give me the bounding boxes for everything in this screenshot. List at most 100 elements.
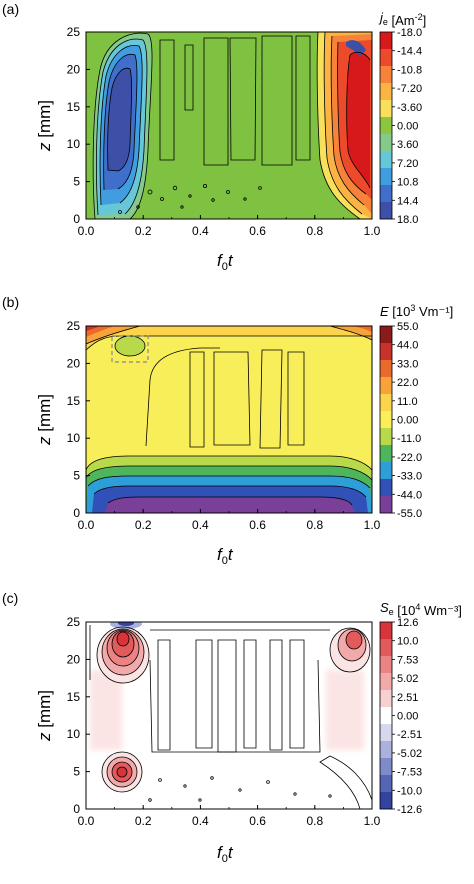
- colorbar-segment: [380, 377, 392, 395]
- colorbar-tick-label: 3.60: [397, 139, 418, 151]
- x-axis-label: f0t: [217, 843, 234, 865]
- colorbar-tick-label: 11.0: [397, 396, 418, 408]
- colorbar-tick-label: 5.02: [397, 673, 418, 685]
- colorbar-segment: [380, 66, 392, 84]
- colorbar-segment: [380, 741, 392, 759]
- x-tick-label: 0.6: [249, 518, 266, 532]
- panel-b-label: (b): [2, 294, 19, 310]
- colorbar-segment: [380, 117, 392, 135]
- colorbar-tick-label: -2.51: [397, 729, 422, 741]
- y-tick-label: 25: [67, 615, 81, 629]
- colorbar-tick-label: 33.0: [397, 358, 418, 370]
- y-tick-label: 20: [67, 356, 81, 370]
- x-tick-label: 0.4: [192, 224, 209, 238]
- panel-c-ur-level3: [346, 631, 362, 649]
- panel-b-axes: 0.0 0.2 0.4 0.6 0.8 1.0 0 5 10 15 20 25 f0t z [mm]: [35, 319, 381, 567]
- colorbar-segment: [380, 168, 392, 186]
- panel-c-ul-level5: [117, 632, 129, 646]
- panel-b-top-level4: [86, 326, 100, 331]
- x-tick-label: 0.2: [135, 224, 152, 238]
- x-tick-label: 0.0: [78, 224, 95, 238]
- colorbar-segment: [380, 792, 392, 810]
- colorbar-segment: [380, 134, 392, 152]
- colorbar-tick-label: 7.20: [397, 158, 418, 170]
- colorbar-segment: [380, 622, 392, 640]
- y-tick-label: 10: [67, 137, 81, 151]
- colorbar-tick-label: -44.0: [397, 489, 422, 501]
- colorbar-tick-label: -33.0: [397, 471, 422, 483]
- colorbar-tick-label: -7.20: [397, 83, 422, 95]
- y-tick-label: 25: [67, 319, 81, 333]
- colorbar-segment: [380, 428, 392, 446]
- colorbar-tick-label: -7.53: [397, 767, 422, 779]
- colorbar-tick-label: 55.0: [397, 321, 418, 333]
- colorbar-tick-label: -12.6: [397, 804, 422, 816]
- x-tick-label: 0.6: [249, 224, 266, 238]
- colorbar-tick-label: -5.02: [397, 748, 422, 760]
- panel-c-ul-neg-core: [118, 622, 134, 626]
- panel-b-top-right1: [330, 326, 372, 340]
- x-tick-label: 0.8: [306, 814, 323, 828]
- panel-c-noise: [148, 776, 332, 802]
- colorbar-tick-label: -18.0: [397, 27, 422, 39]
- colorbar-tick-label: -22.0: [397, 452, 422, 464]
- panel-b: (b): [2, 294, 453, 567]
- colorbar-tick-label: -14.4: [397, 46, 422, 58]
- x-tick-label: 0.0: [78, 518, 95, 532]
- x-axis-label: f0t: [217, 545, 234, 567]
- x-tick-label: 0.8: [306, 224, 323, 238]
- panel-a: (a): [2, 1, 426, 273]
- panel-a-level-pos5: [107, 68, 132, 171]
- panel-c-right-strip: [326, 670, 364, 750]
- y-tick-label: 5: [73, 765, 80, 779]
- y-tick-label: 5: [73, 175, 80, 189]
- y-tick-label: 0: [73, 212, 80, 226]
- colorbar-segment: [380, 690, 392, 708]
- colorbar-segment: [380, 326, 392, 344]
- colorbar-segment: [380, 360, 392, 378]
- x-tick-label: 0.8: [306, 518, 323, 532]
- colorbar-segment: [380, 343, 392, 361]
- x-axis-label: f0t: [217, 251, 234, 273]
- colorbar-tick-label: 14.4: [397, 195, 418, 207]
- colorbar-segment: [380, 83, 392, 101]
- panel-a-noise: [118, 183, 262, 214]
- y-tick-label: 20: [67, 652, 81, 666]
- panel-c-label: (c): [2, 590, 18, 606]
- colorbar-segment: [380, 775, 392, 793]
- colorbar-tick-label: 0.00: [397, 121, 418, 133]
- y-tick-label: 25: [67, 25, 81, 39]
- colorbar-tick-label: 44.0: [397, 340, 418, 352]
- colorbar-segment: [380, 479, 392, 497]
- y-tick-label: 0: [73, 506, 80, 520]
- panel-b-top-level1: [86, 326, 372, 350]
- colorbar-segment: [380, 151, 392, 169]
- colorbar-segment: [380, 656, 392, 674]
- y-axis-label: z [mm]: [35, 394, 54, 446]
- y-tick-label: 20: [67, 62, 81, 76]
- colorbar-segment: [380, 185, 392, 203]
- x-tick-label: 0.6: [249, 814, 266, 828]
- y-axis-label: z [mm]: [35, 100, 54, 152]
- y-tick-label: 10: [67, 431, 81, 445]
- colorbar-segment: [380, 673, 392, 691]
- y-tick-label: 15: [67, 394, 81, 408]
- colorbar-title: E [103 Vm⁻¹]: [380, 303, 453, 319]
- colorbar-segment: [380, 202, 392, 220]
- colorbar-segment: [380, 394, 392, 412]
- colorbar-segment: [380, 32, 392, 50]
- panel-b-top-right2: [352, 326, 372, 332]
- colorbar-tick-label: 7.53: [397, 654, 418, 666]
- x-tick-label: 0.0: [78, 814, 95, 828]
- panel-a-colorbar: -18.0 -14.4 -10.8 -7.20 -3.60 0.00 3.60 7.20 10.…: [378, 10, 426, 226]
- panel-a-axes: 0.0 0.2 0.4 0.6 0.8 1.0 0 5 10 15 20 25 f0t z [mm]: [35, 25, 381, 273]
- panel-b-plot-area: [86, 326, 372, 513]
- panel-b-positive-blob: [115, 336, 145, 356]
- x-tick-label: 0.4: [192, 814, 209, 828]
- colorbar-segment: [380, 496, 392, 514]
- panel-a-label: (a): [2, 1, 19, 17]
- colorbar-segment: [380, 639, 392, 657]
- colorbar-title: je [Am-2]: [378, 10, 426, 28]
- panel-b-bottom-level5: [105, 497, 355, 513]
